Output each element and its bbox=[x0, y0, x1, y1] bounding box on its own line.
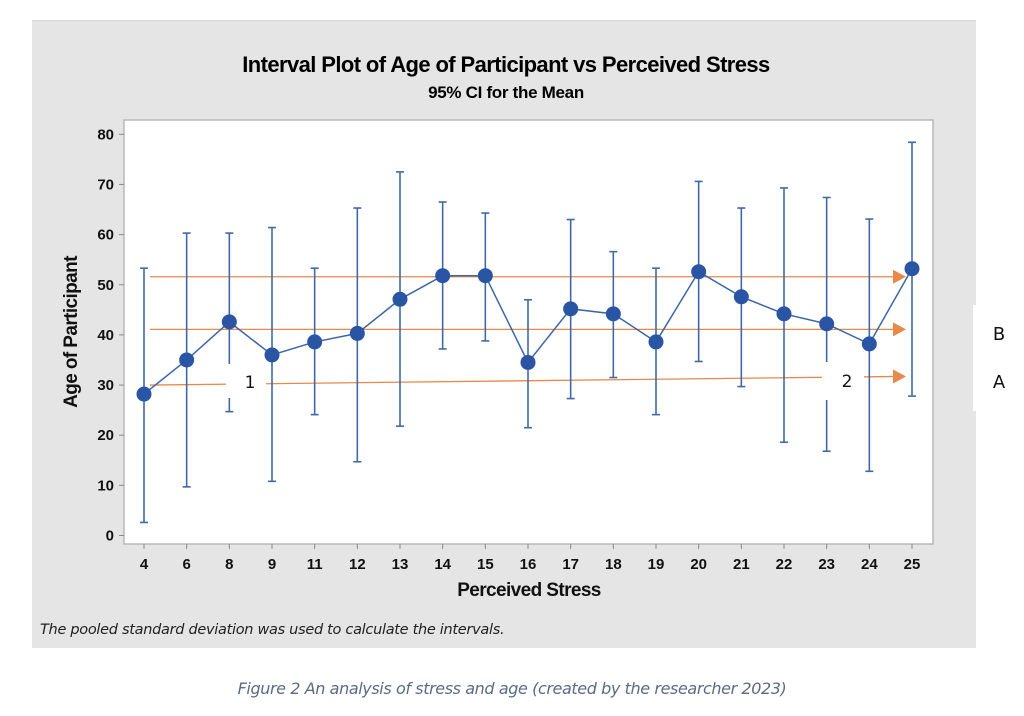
x-tick-label: 18 bbox=[605, 556, 622, 573]
y-tick-label: 10 bbox=[97, 477, 114, 494]
mean-point bbox=[477, 268, 493, 284]
y-tick-label: 20 bbox=[97, 427, 114, 444]
x-tick-label: 15 bbox=[477, 556, 494, 573]
figure-caption: Figure 2 An analysis of stress and age (… bbox=[238, 679, 787, 698]
mean-point bbox=[520, 354, 536, 370]
mean-point bbox=[605, 306, 621, 322]
y-tick-label: 70 bbox=[97, 176, 114, 193]
mean-point bbox=[904, 261, 920, 277]
y-tick-label: 60 bbox=[97, 227, 114, 244]
x-axis-label: Perceived Stress bbox=[457, 580, 601, 601]
mean-point bbox=[861, 336, 877, 352]
mean-point bbox=[136, 386, 152, 402]
x-tick-label: 11 bbox=[307, 556, 323, 573]
x-tick-label: 17 bbox=[562, 556, 579, 573]
mean-point bbox=[349, 325, 365, 341]
side-label-b: B bbox=[993, 324, 1005, 345]
mean-point bbox=[392, 291, 408, 307]
y-tick-label: 50 bbox=[97, 277, 114, 294]
y-tick-label: 0 bbox=[106, 528, 114, 545]
x-tick-label: 12 bbox=[349, 556, 366, 573]
x-tick-label: 20 bbox=[690, 556, 707, 573]
mean-point bbox=[179, 352, 195, 368]
marker-2: 2 bbox=[842, 372, 853, 392]
x-tick-label: 25 bbox=[904, 556, 921, 573]
x-tick-label: 21 bbox=[733, 556, 750, 573]
chart-title: Interval Plot of Age of Participant vs P… bbox=[242, 52, 770, 77]
arrowhead-icon bbox=[893, 322, 906, 337]
x-tick-label: 8 bbox=[225, 556, 233, 573]
x-tick-label: 23 bbox=[818, 556, 835, 573]
mean-point bbox=[221, 314, 237, 330]
mean-point bbox=[264, 347, 280, 363]
y-tick-label: 30 bbox=[97, 377, 114, 394]
arrowhead-icon bbox=[893, 369, 906, 384]
x-tick-label: 13 bbox=[392, 556, 409, 573]
x-tick-label: 6 bbox=[182, 556, 190, 573]
mean-point bbox=[563, 301, 579, 317]
mean-points bbox=[136, 261, 920, 402]
x-tick-label: 24 bbox=[861, 556, 878, 573]
y-axis-label: Age of Participant bbox=[61, 255, 82, 408]
mean-point bbox=[733, 289, 749, 305]
reference-lines bbox=[149, 269, 906, 386]
y-tick-label: 80 bbox=[97, 126, 114, 143]
mean-point bbox=[819, 316, 835, 332]
mean-point bbox=[776, 306, 792, 322]
lower-reference-line bbox=[149, 375, 894, 386]
x-tick-label: 9 bbox=[268, 556, 276, 573]
x-tick-label: 19 bbox=[648, 556, 665, 573]
y-tick-label: 40 bbox=[97, 327, 114, 344]
x-tick-label: 4 bbox=[140, 556, 149, 573]
x-tick-label: 16 bbox=[520, 556, 537, 573]
mean-point bbox=[307, 334, 323, 350]
x-tick-label: 14 bbox=[434, 556, 451, 573]
mean-point bbox=[435, 268, 451, 284]
marker-1: 1 bbox=[245, 373, 256, 393]
x-tick-label: 22 bbox=[776, 556, 793, 573]
mean-point bbox=[648, 334, 664, 350]
marker-2-box bbox=[822, 362, 864, 400]
arrowhead-icon bbox=[893, 269, 906, 284]
side-label-box bbox=[973, 305, 1024, 411]
side-label-a: A bbox=[993, 372, 1006, 393]
mean-point bbox=[691, 264, 707, 280]
marker-1-box bbox=[226, 364, 266, 398]
footnote: The pooled standard deviation was used t… bbox=[40, 622, 504, 638]
y-axis: 0 10 20 30 40 50 60 70 80 bbox=[97, 126, 124, 545]
x-axis: 4 6 8 9 11 12 13 14 15 16 17 18 19 20 21 22 23 24 25 bbox=[140, 544, 921, 573]
chart-subtitle: 95% CI for the Mean bbox=[428, 83, 584, 102]
